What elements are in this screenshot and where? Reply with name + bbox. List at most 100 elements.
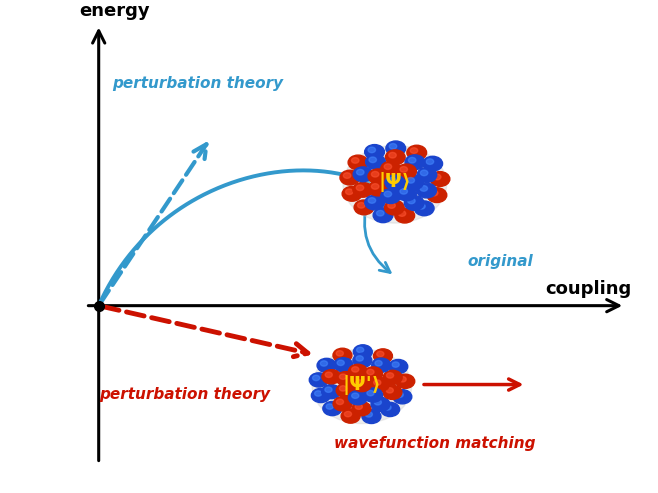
Circle shape (397, 164, 417, 179)
Circle shape (384, 164, 392, 170)
Circle shape (334, 358, 353, 372)
Circle shape (374, 380, 381, 385)
Circle shape (355, 380, 363, 385)
Circle shape (372, 358, 391, 372)
Circle shape (383, 385, 402, 399)
Circle shape (386, 141, 405, 156)
Circle shape (427, 188, 447, 203)
Text: original: original (467, 254, 533, 269)
Circle shape (409, 157, 416, 163)
Circle shape (384, 405, 391, 410)
Circle shape (371, 172, 379, 177)
Circle shape (355, 404, 363, 409)
Circle shape (420, 186, 428, 191)
Circle shape (368, 147, 376, 153)
Circle shape (383, 370, 402, 385)
Circle shape (322, 385, 341, 399)
Circle shape (353, 353, 372, 367)
Text: |Ψ'⟩: |Ψ'⟩ (343, 375, 381, 394)
Circle shape (367, 369, 374, 375)
Circle shape (351, 158, 359, 163)
Circle shape (351, 367, 359, 372)
Text: coupling: coupling (545, 280, 632, 298)
Circle shape (368, 198, 376, 203)
Circle shape (393, 389, 412, 404)
Circle shape (376, 211, 384, 216)
Circle shape (376, 351, 384, 356)
Circle shape (371, 397, 390, 411)
Circle shape (356, 185, 364, 191)
Text: |Ψ⟩: |Ψ⟩ (378, 173, 411, 192)
Circle shape (353, 182, 372, 197)
Circle shape (351, 393, 359, 398)
Circle shape (362, 409, 381, 423)
Text: perturbation theory: perturbation theory (99, 387, 270, 402)
Circle shape (403, 175, 424, 190)
Text: perturbation theory: perturbation theory (112, 76, 283, 91)
Circle shape (342, 186, 362, 201)
Circle shape (364, 367, 382, 381)
Circle shape (367, 390, 374, 396)
Circle shape (323, 401, 342, 416)
Circle shape (407, 145, 426, 160)
Circle shape (395, 208, 415, 223)
Circle shape (356, 356, 363, 361)
Circle shape (341, 409, 360, 423)
Circle shape (336, 351, 343, 356)
Circle shape (313, 375, 320, 381)
Circle shape (405, 155, 425, 170)
Circle shape (417, 183, 436, 198)
Circle shape (353, 167, 373, 182)
Circle shape (371, 183, 379, 189)
Circle shape (348, 155, 368, 170)
Circle shape (380, 402, 399, 417)
Circle shape (397, 186, 417, 201)
Circle shape (364, 388, 382, 402)
Circle shape (357, 347, 364, 352)
Circle shape (407, 177, 415, 183)
Circle shape (340, 170, 360, 185)
Circle shape (333, 348, 352, 362)
Circle shape (315, 391, 322, 396)
Circle shape (336, 372, 355, 386)
Circle shape (366, 154, 386, 169)
Circle shape (388, 177, 396, 183)
Text: energy: energy (79, 1, 149, 20)
Circle shape (311, 388, 330, 403)
Circle shape (349, 364, 367, 379)
Circle shape (345, 189, 353, 195)
Circle shape (365, 144, 384, 159)
Circle shape (407, 198, 415, 204)
Circle shape (404, 196, 424, 211)
Circle shape (369, 157, 376, 163)
Circle shape (398, 211, 406, 216)
Circle shape (337, 360, 344, 365)
Circle shape (386, 373, 393, 378)
Circle shape (415, 201, 434, 216)
Circle shape (365, 195, 384, 210)
Circle shape (343, 145, 447, 223)
Circle shape (386, 387, 393, 393)
Circle shape (400, 188, 407, 194)
Circle shape (417, 168, 437, 182)
Circle shape (430, 190, 438, 196)
Circle shape (374, 349, 392, 363)
Circle shape (357, 170, 364, 175)
Circle shape (353, 345, 372, 359)
Circle shape (384, 200, 404, 215)
Circle shape (390, 143, 397, 149)
Circle shape (365, 412, 372, 417)
Circle shape (430, 172, 450, 186)
Circle shape (340, 386, 347, 391)
Circle shape (309, 373, 328, 387)
Circle shape (349, 390, 367, 405)
Circle shape (333, 397, 352, 411)
Circle shape (384, 191, 392, 197)
Circle shape (392, 362, 399, 367)
Circle shape (344, 411, 351, 417)
Circle shape (312, 349, 412, 423)
Text: wavefunction matching: wavefunction matching (334, 436, 535, 451)
Circle shape (352, 402, 371, 416)
Circle shape (381, 161, 401, 176)
Circle shape (340, 374, 347, 380)
